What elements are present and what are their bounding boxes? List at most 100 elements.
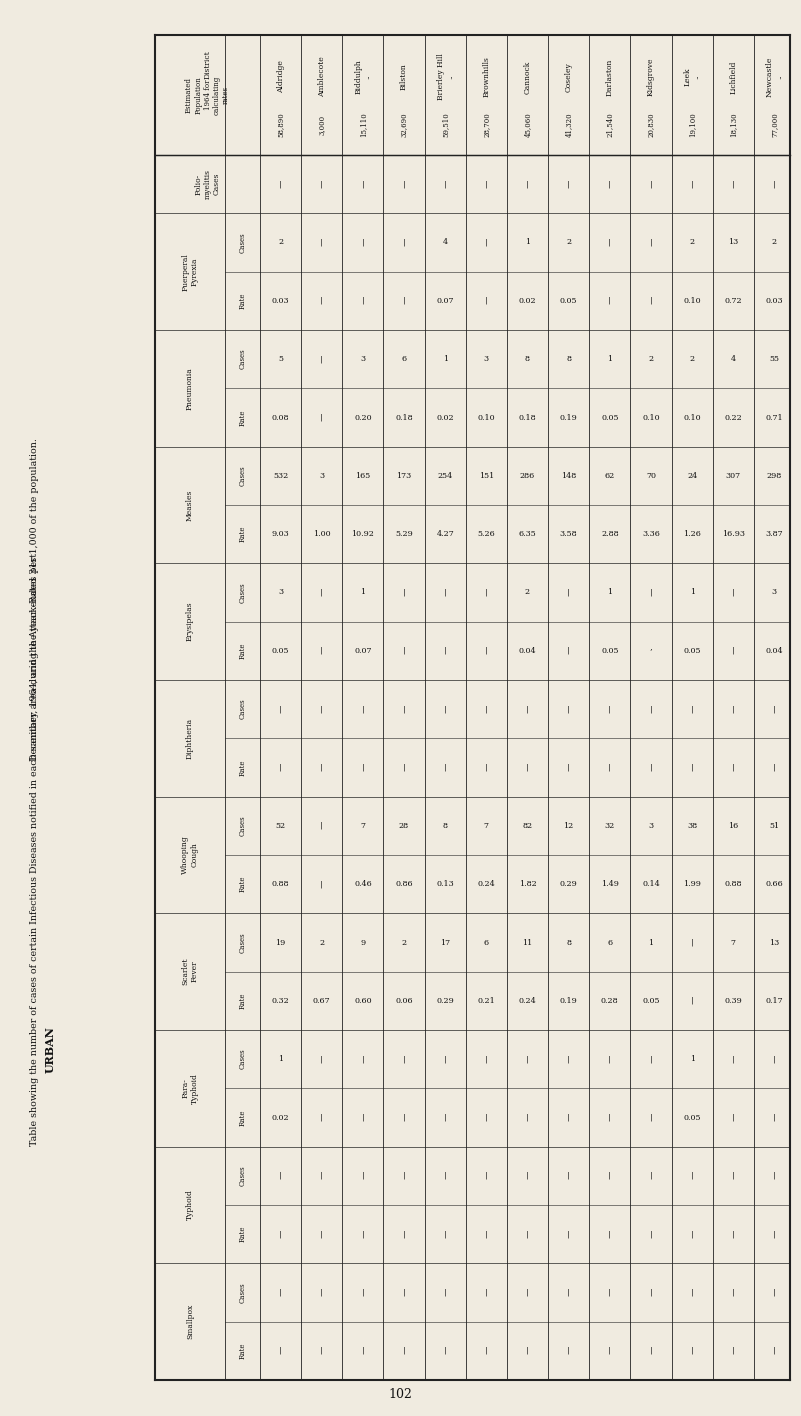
- Text: |: |: [732, 705, 735, 714]
- Text: 0.18: 0.18: [395, 413, 413, 422]
- Text: 1: 1: [278, 1055, 283, 1063]
- Text: 0.10: 0.10: [683, 297, 701, 304]
- Text: 51: 51: [770, 821, 779, 830]
- Text: Brownhills: Brownhills: [482, 57, 490, 98]
- Text: |: |: [773, 1231, 775, 1238]
- Text: 20,830: 20,830: [647, 113, 655, 137]
- Text: 0.19: 0.19: [560, 997, 578, 1005]
- Text: |: |: [609, 1231, 611, 1238]
- Text: |: |: [609, 1172, 611, 1180]
- Text: |: |: [280, 1231, 282, 1238]
- Text: 3.58: 3.58: [560, 530, 578, 538]
- Text: |: |: [773, 1289, 775, 1297]
- Text: 0.10: 0.10: [642, 413, 660, 422]
- Text: 32: 32: [605, 821, 615, 830]
- Text: |: |: [403, 1055, 405, 1063]
- Text: |: |: [444, 1055, 446, 1063]
- Text: Diphtheria: Diphtheria: [186, 718, 194, 759]
- Text: 11: 11: [522, 939, 533, 946]
- Text: |: |: [732, 647, 735, 654]
- Text: 0.10: 0.10: [683, 413, 701, 422]
- Text: Rate: Rate: [239, 993, 247, 1010]
- Text: 0.05: 0.05: [560, 297, 578, 304]
- Text: 5.26: 5.26: [477, 530, 495, 538]
- Text: |: |: [320, 647, 323, 654]
- Text: 32,690: 32,690: [400, 113, 408, 137]
- Text: |: |: [650, 1231, 652, 1238]
- Text: 0.05: 0.05: [683, 1113, 701, 1121]
- Text: 19: 19: [276, 939, 286, 946]
- Text: |: |: [280, 180, 282, 188]
- Text: 0.14: 0.14: [642, 881, 660, 888]
- Text: |: |: [690, 939, 694, 946]
- Text: |: |: [485, 705, 488, 714]
- Text: 6.35: 6.35: [518, 530, 537, 538]
- Text: |: |: [361, 1113, 364, 1121]
- Text: 7: 7: [360, 821, 365, 830]
- Text: |: |: [773, 1172, 775, 1180]
- Text: |: |: [609, 763, 611, 772]
- Text: 173: 173: [396, 472, 412, 480]
- Text: |: |: [773, 1347, 775, 1355]
- Text: |: |: [444, 1289, 446, 1297]
- Text: 3: 3: [648, 821, 654, 830]
- Text: Scarlet
Fever: Scarlet Fever: [181, 957, 199, 986]
- Text: 254: 254: [437, 472, 453, 480]
- Text: |: |: [732, 1172, 735, 1180]
- Text: Erysipelas: Erysipelas: [186, 602, 194, 641]
- Text: 62: 62: [605, 472, 615, 480]
- Text: 2: 2: [690, 355, 694, 362]
- Text: 151: 151: [479, 472, 494, 480]
- Text: |: |: [526, 1055, 529, 1063]
- Text: |: |: [732, 1055, 735, 1063]
- Text: |: |: [650, 297, 652, 304]
- Text: Bilston: Bilston: [400, 64, 408, 91]
- Text: |: |: [567, 180, 570, 188]
- Text: Typhoid: Typhoid: [186, 1189, 194, 1221]
- Text: 8: 8: [525, 355, 530, 362]
- Text: |: |: [609, 297, 611, 304]
- Text: |: |: [650, 1055, 652, 1063]
- Text: 165: 165: [356, 472, 371, 480]
- Text: Table showing the number of cases of certain Infectious Diseases notified in eac: Table showing the number of cases of cer…: [30, 554, 39, 1147]
- Text: |: |: [567, 1172, 570, 1180]
- Text: 0.02: 0.02: [519, 297, 537, 304]
- Text: |: |: [361, 1231, 364, 1238]
- Text: 0.08: 0.08: [272, 413, 289, 422]
- Text: Brierley Hill
..: Brierley Hill ..: [437, 54, 454, 101]
- Text: |: |: [609, 1289, 611, 1297]
- Text: 286: 286: [520, 472, 535, 480]
- Text: 3.87: 3.87: [766, 530, 783, 538]
- Text: 1: 1: [443, 355, 448, 362]
- Text: |: |: [361, 1172, 364, 1180]
- Text: 0.05: 0.05: [683, 647, 701, 654]
- Text: |: |: [567, 763, 570, 772]
- Text: 148: 148: [561, 472, 576, 480]
- Text: |: |: [526, 763, 529, 772]
- Text: |: |: [485, 1231, 488, 1238]
- Text: 0.05: 0.05: [272, 647, 289, 654]
- Text: |: |: [403, 1289, 405, 1297]
- Text: |: |: [320, 1172, 323, 1180]
- Text: 2: 2: [401, 939, 407, 946]
- Text: 1.82: 1.82: [518, 881, 537, 888]
- Text: Cases: Cases: [239, 466, 247, 486]
- Text: 0.60: 0.60: [354, 997, 372, 1005]
- Text: |: |: [444, 763, 446, 772]
- Text: |: |: [403, 763, 405, 772]
- Text: 0.05: 0.05: [601, 413, 618, 422]
- Text: December, 1964, and the Attack-Rates per 1,000 of the population.: December, 1964, and the Attack-Rates per…: [30, 439, 39, 762]
- Text: Smallpox: Smallpox: [186, 1304, 194, 1340]
- Text: 70: 70: [646, 472, 656, 480]
- Text: |: |: [609, 705, 611, 714]
- Text: 0.86: 0.86: [395, 881, 413, 888]
- Text: |: |: [403, 1172, 405, 1180]
- Text: Rate: Rate: [239, 293, 247, 309]
- Text: |: |: [280, 1172, 282, 1180]
- Text: Rate: Rate: [239, 759, 247, 776]
- Text: 55: 55: [770, 355, 779, 362]
- Text: |: |: [485, 238, 488, 246]
- Text: |: |: [690, 997, 694, 1005]
- Text: |: |: [320, 413, 323, 422]
- Text: |: |: [773, 763, 775, 772]
